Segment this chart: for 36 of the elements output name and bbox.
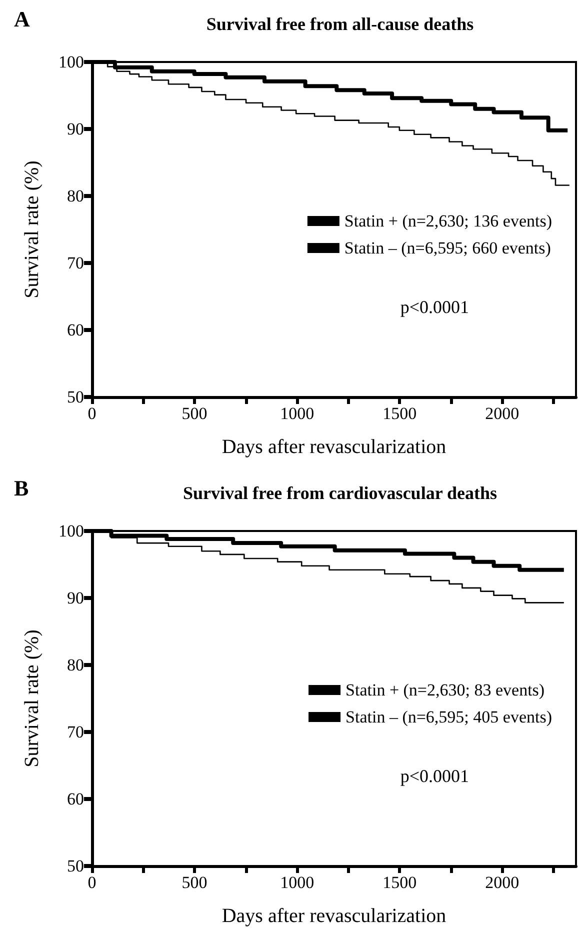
y-tick-label: 50 (67, 388, 84, 406)
x-tick-label: 1000 (280, 873, 314, 892)
x-tick-label: 1500 (382, 873, 417, 892)
y-axis-title: Survival rate (%) (21, 160, 43, 298)
chart-title: Survival free from cardiovascular deaths (183, 483, 497, 503)
y-tick-label: 100 (58, 522, 84, 540)
x-axis-title: Days after revascularization (222, 905, 446, 927)
y-tick-label: 80 (67, 186, 84, 206)
y-tick-label: 90 (67, 588, 84, 608)
y-tick-label: 100 (58, 52, 84, 72)
text: B (14, 476, 29, 500)
chart-title: Survival free from all-cause deaths (206, 14, 474, 34)
x-tick-label: 0 (88, 404, 96, 423)
x-tick-label: 2000 (485, 404, 520, 423)
x-tick-label: 1000 (280, 404, 314, 423)
x-tick-label: 500 (182, 873, 208, 892)
x-tick-label: 1500 (382, 404, 417, 423)
annotation: p<0.0001 (400, 297, 470, 317)
legend-label: Statin – (n=6,595; 405 events) (346, 708, 552, 726)
annotation: p<0.0001 (400, 766, 470, 786)
y-tick-label: 50 (67, 856, 84, 876)
y-axis-title: Survival rate (%) (21, 630, 43, 768)
y-tick-label: 70 (67, 254, 84, 272)
y-tick-label: 90 (67, 120, 84, 138)
text: A (14, 6, 30, 32)
x-tick-label: 2000 (485, 873, 520, 892)
y-tick-label: 70 (67, 722, 84, 742)
y-tick-label: 80 (67, 656, 84, 674)
x-tick-label: 500 (182, 404, 208, 423)
legend-label: Statin + (n=2,630; 83 events) (346, 680, 545, 700)
legend-label: Statin – (n=6,595; 660 events) (344, 238, 551, 258)
y-tick-label: 60 (67, 790, 84, 808)
y-tick-label: 60 (67, 320, 84, 340)
legend-label: Statin + (n=2,630; 136 events) (344, 212, 552, 230)
x-axis-title: Days after revascularization (222, 436, 446, 458)
x-tick-label: 0 (88, 873, 96, 892)
